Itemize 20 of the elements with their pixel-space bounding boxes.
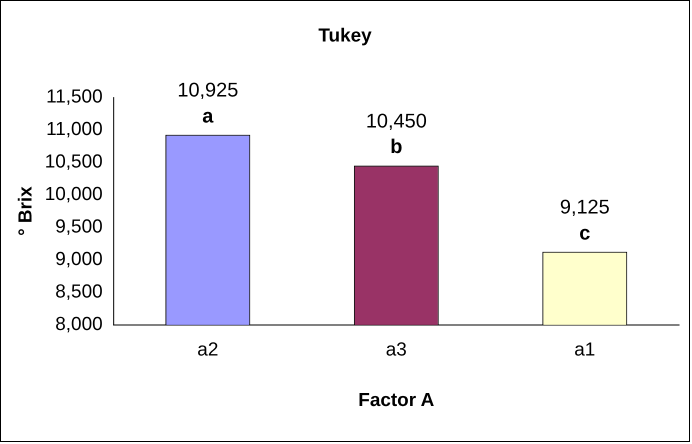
x-tick-label: a2 (197, 339, 218, 360)
data-label: 9,125 (560, 196, 610, 218)
x-axis-title: Factor A (358, 390, 435, 411)
y-tick-label: 11,000 (46, 119, 103, 140)
y-axis-title: ° Brix (16, 186, 37, 236)
chart-title: Tukey (318, 25, 372, 46)
data-label: 10,450 (366, 110, 427, 132)
x-tick-label: a3 (386, 339, 407, 360)
annotation: c (579, 222, 590, 244)
y-tick-label: 8,000 (55, 314, 103, 336)
y-tick-label: 9,500 (55, 216, 103, 238)
y-tick-label: 10,500 (44, 152, 103, 173)
y-tick-label: 8,500 (55, 282, 103, 303)
annotation: a (202, 105, 214, 128)
y-tick-label: 11,500 (46, 86, 103, 108)
annotation: b (390, 136, 402, 158)
data-label: 10,925 (177, 79, 238, 102)
y-tick-label: 9,000 (55, 249, 103, 270)
x-tick-label: a1 (574, 339, 596, 360)
y-tick-label: 10,000 (44, 184, 103, 206)
